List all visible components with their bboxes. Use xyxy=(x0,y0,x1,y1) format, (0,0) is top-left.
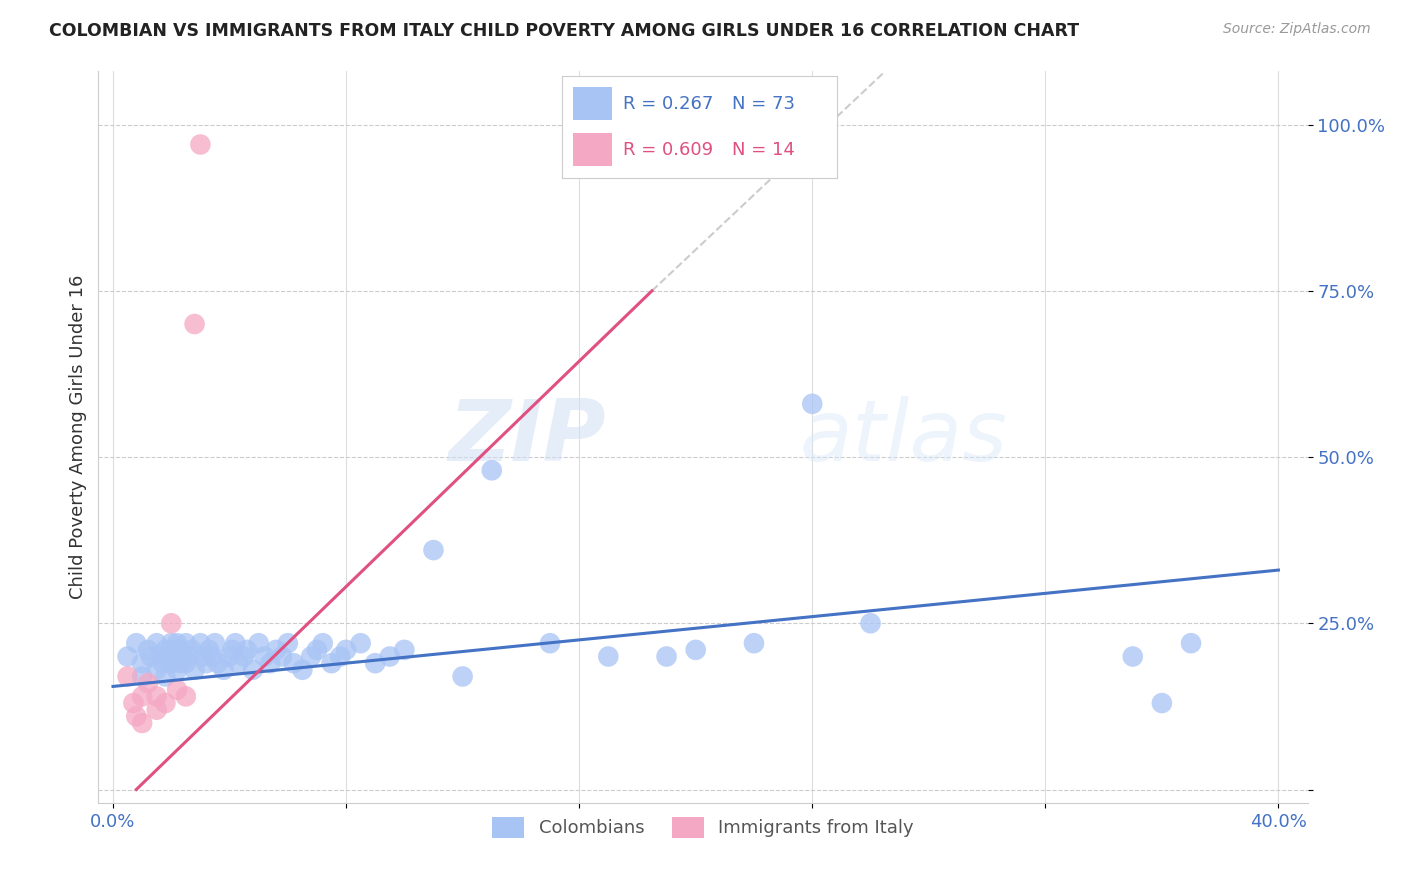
Point xyxy=(169,643,191,657)
Point xyxy=(145,636,167,650)
Text: N = 73: N = 73 xyxy=(733,95,796,112)
Point xyxy=(321,656,343,670)
Point xyxy=(136,643,159,657)
Point xyxy=(481,463,503,477)
Point xyxy=(742,636,765,650)
Point xyxy=(198,643,221,657)
Text: COLOMBIAN VS IMMIGRANTS FROM ITALY CHILD POVERTY AMONG GIRLS UNDER 16 CORRELATIO: COLOMBIAN VS IMMIGRANTS FROM ITALY CHILD… xyxy=(49,22,1080,40)
Point xyxy=(152,656,174,670)
Point xyxy=(378,649,401,664)
Point xyxy=(335,643,357,657)
Point xyxy=(193,649,215,664)
Text: ZIP: ZIP xyxy=(449,395,606,479)
Point xyxy=(236,643,259,657)
Point xyxy=(145,690,167,704)
Point xyxy=(155,643,177,657)
Point xyxy=(242,663,264,677)
Point xyxy=(160,656,183,670)
Point xyxy=(305,643,328,657)
Point xyxy=(174,690,197,704)
Point xyxy=(801,397,824,411)
Point xyxy=(149,649,172,664)
Point xyxy=(1180,636,1202,650)
Point xyxy=(538,636,561,650)
Point xyxy=(253,649,276,664)
Point xyxy=(859,616,882,631)
Point xyxy=(1122,649,1144,664)
Point xyxy=(195,656,218,670)
Point xyxy=(180,643,202,657)
Text: Source: ZipAtlas.com: Source: ZipAtlas.com xyxy=(1223,22,1371,37)
Legend: Colombians, Immigrants from Italy: Colombians, Immigrants from Italy xyxy=(485,810,921,845)
Point xyxy=(117,649,139,664)
Point xyxy=(201,649,224,664)
Point xyxy=(145,703,167,717)
Point xyxy=(277,636,299,650)
Point xyxy=(131,669,153,683)
Point xyxy=(155,669,177,683)
Point xyxy=(218,649,240,664)
Text: atlas: atlas xyxy=(800,395,1008,479)
Point xyxy=(598,649,620,664)
Point xyxy=(160,643,183,657)
Point xyxy=(177,649,200,664)
Point xyxy=(131,690,153,704)
Point xyxy=(207,656,229,670)
Point xyxy=(259,656,281,670)
Point xyxy=(226,656,249,670)
Point xyxy=(190,636,212,650)
Point xyxy=(163,649,186,664)
Point xyxy=(160,636,183,650)
Point xyxy=(166,663,188,677)
Point xyxy=(172,649,194,664)
Point xyxy=(394,643,416,657)
Text: R = 0.267: R = 0.267 xyxy=(623,95,713,112)
Point xyxy=(160,616,183,631)
Point xyxy=(233,649,256,664)
Point xyxy=(312,636,335,650)
Point xyxy=(291,663,314,677)
Point xyxy=(685,643,707,657)
Point xyxy=(139,649,162,664)
Point xyxy=(145,663,167,677)
Point xyxy=(350,636,373,650)
Point xyxy=(271,649,294,664)
Point xyxy=(264,643,287,657)
Point xyxy=(174,636,197,650)
Text: N = 14: N = 14 xyxy=(733,141,796,159)
Point xyxy=(451,669,474,683)
Point xyxy=(131,716,153,731)
FancyBboxPatch shape xyxy=(574,133,612,166)
Point xyxy=(131,656,153,670)
Point xyxy=(183,317,205,331)
Point xyxy=(190,137,212,152)
Point xyxy=(183,663,205,677)
Point xyxy=(166,682,188,697)
Point xyxy=(329,649,352,664)
Point xyxy=(117,669,139,683)
Point xyxy=(1150,696,1173,710)
Point xyxy=(299,649,322,664)
Point xyxy=(155,696,177,710)
Point xyxy=(122,696,145,710)
Point xyxy=(212,663,235,677)
Point xyxy=(422,543,444,558)
Point xyxy=(125,636,148,650)
Point xyxy=(221,643,243,657)
Point xyxy=(364,656,387,670)
Text: R = 0.609: R = 0.609 xyxy=(623,141,713,159)
Point xyxy=(169,656,191,670)
Point xyxy=(283,656,305,670)
Y-axis label: Child Poverty Among Girls Under 16: Child Poverty Among Girls Under 16 xyxy=(69,275,87,599)
Point xyxy=(247,636,270,650)
Point xyxy=(136,676,159,690)
Point xyxy=(125,709,148,723)
Point xyxy=(224,636,246,650)
Point xyxy=(157,649,180,664)
Point xyxy=(174,656,197,670)
FancyBboxPatch shape xyxy=(574,87,612,120)
Point xyxy=(655,649,678,664)
Point xyxy=(204,636,226,650)
Point xyxy=(166,636,188,650)
